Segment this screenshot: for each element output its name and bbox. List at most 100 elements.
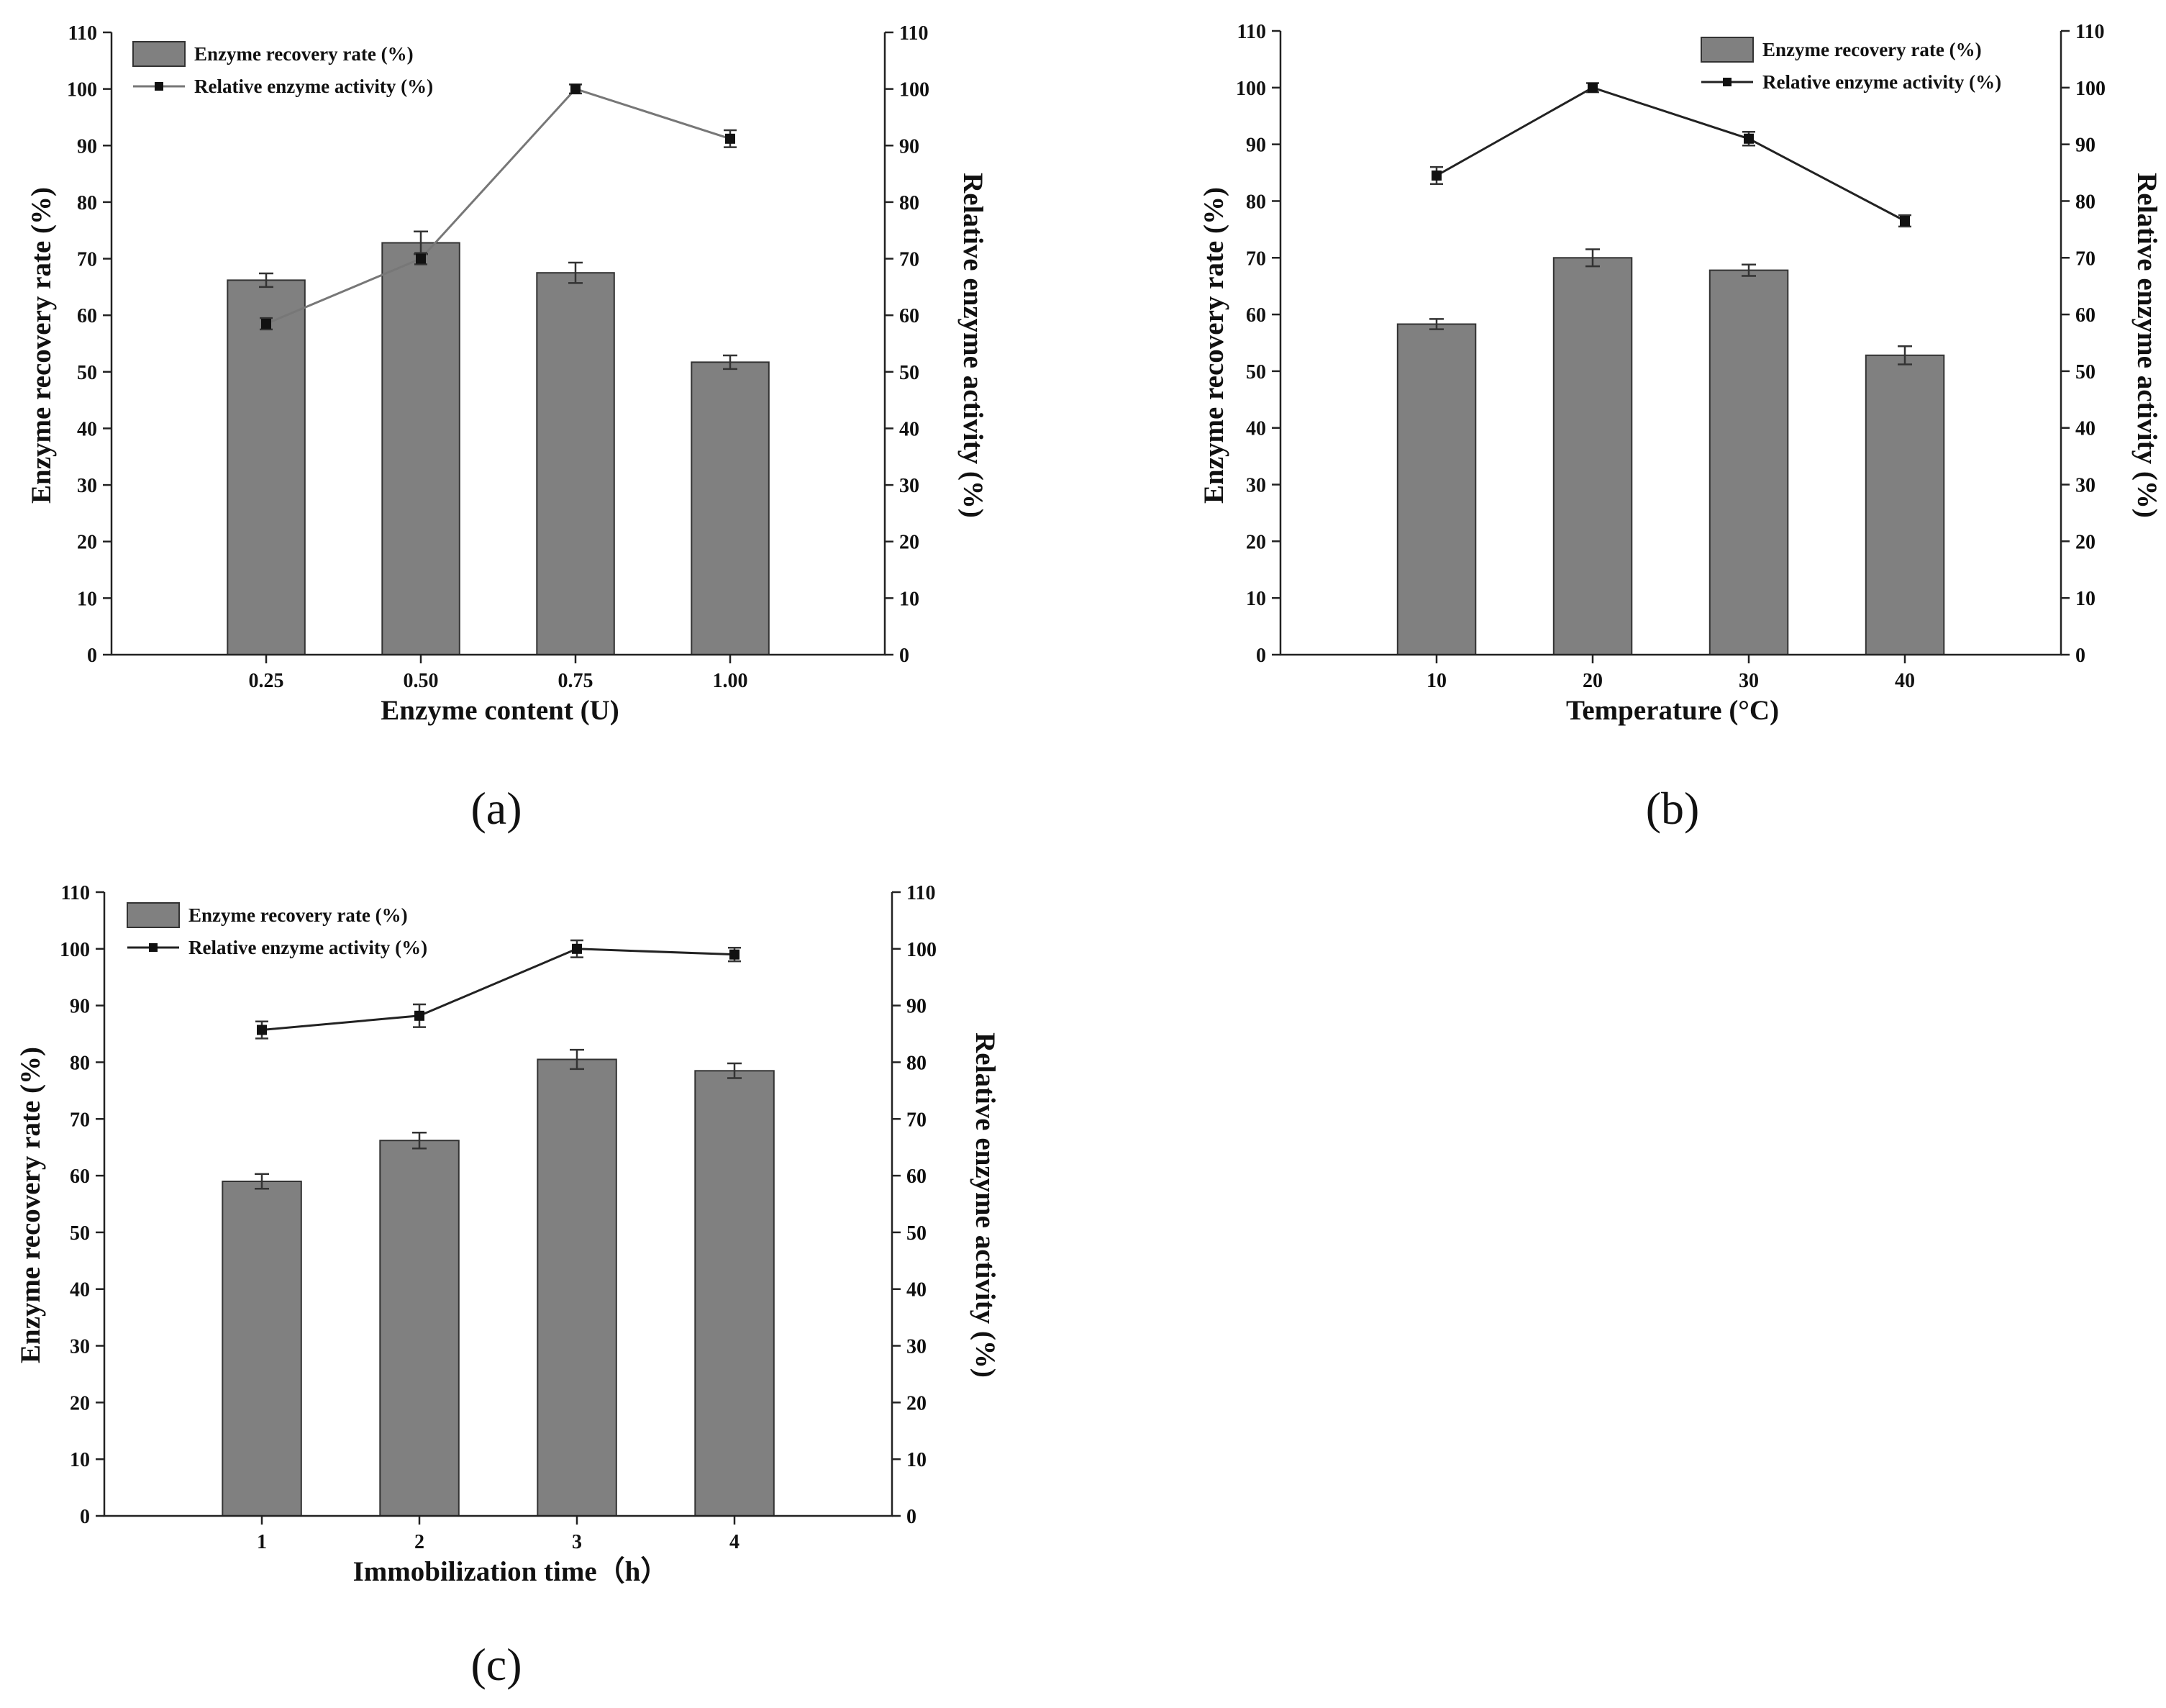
bar-b-40 bbox=[1865, 354, 1945, 655]
y2-tick-label-a-10: 10 bbox=[899, 588, 919, 610]
y2-axis-title-b: Relative enzyme activity (%) bbox=[2131, 173, 2162, 518]
bar-c-1 bbox=[222, 1181, 302, 1517]
y2-tick-label-c-90: 90 bbox=[906, 996, 927, 1018]
y-tick-label-b-50: 50 bbox=[1246, 361, 1266, 383]
bar-c-2 bbox=[379, 1140, 460, 1517]
legend-line-marker-a bbox=[155, 82, 163, 91]
y2-tick-label-a-70: 70 bbox=[899, 249, 919, 271]
y2-tick-label-a-100: 100 bbox=[899, 79, 929, 101]
y2-tick-label-a-60: 60 bbox=[899, 305, 919, 327]
y2-tick-label-a-110: 110 bbox=[899, 22, 928, 45]
y-axis-title-b: Enzyme recovery rate (%) bbox=[1198, 187, 1229, 504]
panel-label-c: (c) bbox=[470, 1639, 522, 1690]
y2-tick-label-a-20: 20 bbox=[899, 532, 919, 554]
bar-error-a-0.25 bbox=[259, 272, 273, 289]
y2-tick-label-c-0: 0 bbox=[906, 1506, 916, 1528]
bar-error-c-1 bbox=[255, 1173, 269, 1190]
y-tick-label-b-70: 70 bbox=[1246, 247, 1266, 270]
y2-tick-label-b-100: 100 bbox=[2075, 78, 2106, 100]
y-tick-label-c-60: 60 bbox=[70, 1166, 90, 1188]
y-tick-label-b-10: 10 bbox=[1246, 588, 1266, 610]
bar-error-c-4 bbox=[727, 1062, 742, 1079]
panel-label-a: (a) bbox=[470, 783, 522, 834]
activity-point-c-3 bbox=[572, 943, 582, 954]
x-axis-title-b: Temperature (°C) bbox=[1566, 695, 1779, 726]
legend-bar-swatch-b bbox=[1701, 37, 1754, 63]
y2-tick-label-c-110: 110 bbox=[906, 882, 935, 904]
chart-panel-a: 0 0 10 10 20 20 30 30 40 40 50 50 60 60 70 70 80 80 90 90 10… bbox=[26, 22, 988, 834]
y-axis-title-c: Enzyme recovery rate (%) bbox=[15, 1047, 46, 1363]
y2-tick-label-b-30: 30 bbox=[2075, 475, 2096, 497]
y2-axis-title-a: Relative enzyme activity (%) bbox=[957, 173, 988, 518]
legend-bar-label-b: Enzyme recovery rate (%) bbox=[1762, 39, 1982, 60]
bar-a-0.25 bbox=[227, 279, 306, 655]
x-tick-label-b-30: 30 bbox=[1739, 670, 1759, 692]
legend-a: Enzyme recovery rate (%) Relative enzyme … bbox=[132, 41, 433, 97]
legend-bar-swatch-c bbox=[127, 902, 180, 928]
y-tick-label-c-110: 110 bbox=[61, 882, 90, 904]
legend-bar-swatch-a bbox=[132, 41, 186, 67]
chart-panel-c: 0 0 10 10 20 20 30 30 40 40 50 50 60 60 70 70 80 80 90 90 10… bbox=[15, 882, 1001, 1690]
y2-tick-label-c-30: 30 bbox=[906, 1336, 927, 1358]
bar-b-10 bbox=[1396, 323, 1477, 655]
chart-panel-b: 0 0 10 10 20 20 30 30 40 40 50 50 60 60 70 70 80 80 90 90 10… bbox=[1198, 21, 2162, 834]
plot-area-b: 0 0 10 10 20 20 30 30 40 40 50 50 60 60 70 70 80 80 90 90 10… bbox=[1236, 21, 2106, 692]
y-tick-label-a-30: 30 bbox=[77, 475, 97, 497]
axes-frame-c bbox=[103, 892, 893, 1517]
bar-error-b-30 bbox=[1742, 263, 1756, 277]
y-tick-label-c-100: 100 bbox=[60, 939, 90, 961]
y2-tick-label-c-60: 60 bbox=[906, 1166, 927, 1188]
y2-tick-label-b-50: 50 bbox=[2075, 361, 2096, 383]
x-axis-title-c: Immobilization time（h） bbox=[353, 1556, 669, 1587]
bar-b-20 bbox=[1552, 257, 1633, 655]
x-tick-label-b-20: 20 bbox=[1583, 670, 1603, 692]
activity-point-a-0.25 bbox=[261, 318, 271, 329]
activity-point-b-30 bbox=[1744, 133, 1754, 144]
y-tick-label-b-0: 0 bbox=[1256, 645, 1266, 667]
bar-error-b-10 bbox=[1429, 318, 1444, 330]
activity-point-b-20 bbox=[1588, 82, 1598, 93]
y-tick-label-c-80: 80 bbox=[70, 1052, 90, 1074]
y2-tick-label-c-70: 70 bbox=[906, 1109, 927, 1131]
y2-tick-label-b-80: 80 bbox=[2075, 191, 2096, 213]
y-tick-label-c-50: 50 bbox=[70, 1222, 90, 1245]
y-tick-label-c-40: 40 bbox=[70, 1279, 90, 1302]
y-tick-label-c-20: 20 bbox=[70, 1392, 90, 1414]
y-tick-label-b-110: 110 bbox=[1237, 21, 1266, 43]
activity-line-b bbox=[1436, 86, 1906, 222]
legend-line-marker-c bbox=[149, 943, 158, 952]
bar-error-c-2 bbox=[412, 1131, 427, 1150]
bar-a-0.75 bbox=[536, 272, 615, 655]
activity-line-a bbox=[265, 87, 731, 325]
bar-a-1.00 bbox=[691, 361, 770, 655]
y-tick-label-a-100: 100 bbox=[67, 79, 97, 101]
y-tick-label-a-40: 40 bbox=[77, 418, 97, 440]
legend-line-label-c: Relative enzyme activity (%) bbox=[188, 937, 427, 958]
plot-area-c: 0 0 10 10 20 20 30 30 40 40 50 50 60 60 70 70 80 80 90 90 10… bbox=[60, 882, 937, 1553]
bar-a-0.50 bbox=[381, 242, 460, 655]
bar-error-b-40 bbox=[1898, 345, 1912, 365]
axes-frame-b bbox=[1279, 31, 2062, 656]
x-tick-label-a-0.75: 0.75 bbox=[558, 670, 593, 692]
legend-b: Enzyme recovery rate (%) Relative enzyme … bbox=[1701, 37, 2001, 93]
y-tick-label-a-80: 80 bbox=[77, 192, 97, 214]
x-tick-label-a-0.25: 0.25 bbox=[249, 670, 284, 692]
y-tick-label-a-20: 20 bbox=[77, 532, 97, 554]
bar-error-a-1.00 bbox=[723, 354, 737, 371]
activity-point-b-10 bbox=[1432, 170, 1442, 181]
y-tick-label-b-100: 100 bbox=[1236, 78, 1266, 100]
activity-point-c-1 bbox=[257, 1025, 267, 1035]
y2-axis-title-c: Relative enzyme activity (%) bbox=[970, 1032, 1001, 1378]
y-tick-label-a-0: 0 bbox=[87, 645, 97, 667]
legend-c: Enzyme recovery rate (%) Relative enzyme … bbox=[127, 902, 427, 958]
x-tick-label-c-4: 4 bbox=[729, 1531, 740, 1553]
y2-tick-label-a-0: 0 bbox=[899, 645, 909, 667]
y-tick-label-b-40: 40 bbox=[1246, 418, 1266, 440]
y2-tick-label-c-50: 50 bbox=[906, 1222, 927, 1245]
y2-tick-label-b-110: 110 bbox=[2075, 21, 2104, 43]
bar-c-3 bbox=[537, 1058, 617, 1517]
y-tick-label-b-60: 60 bbox=[1246, 304, 1266, 327]
y-tick-label-a-10: 10 bbox=[77, 588, 97, 610]
y2-tick-label-c-40: 40 bbox=[906, 1279, 927, 1302]
legend-line-label-b: Relative enzyme activity (%) bbox=[1762, 71, 2001, 93]
